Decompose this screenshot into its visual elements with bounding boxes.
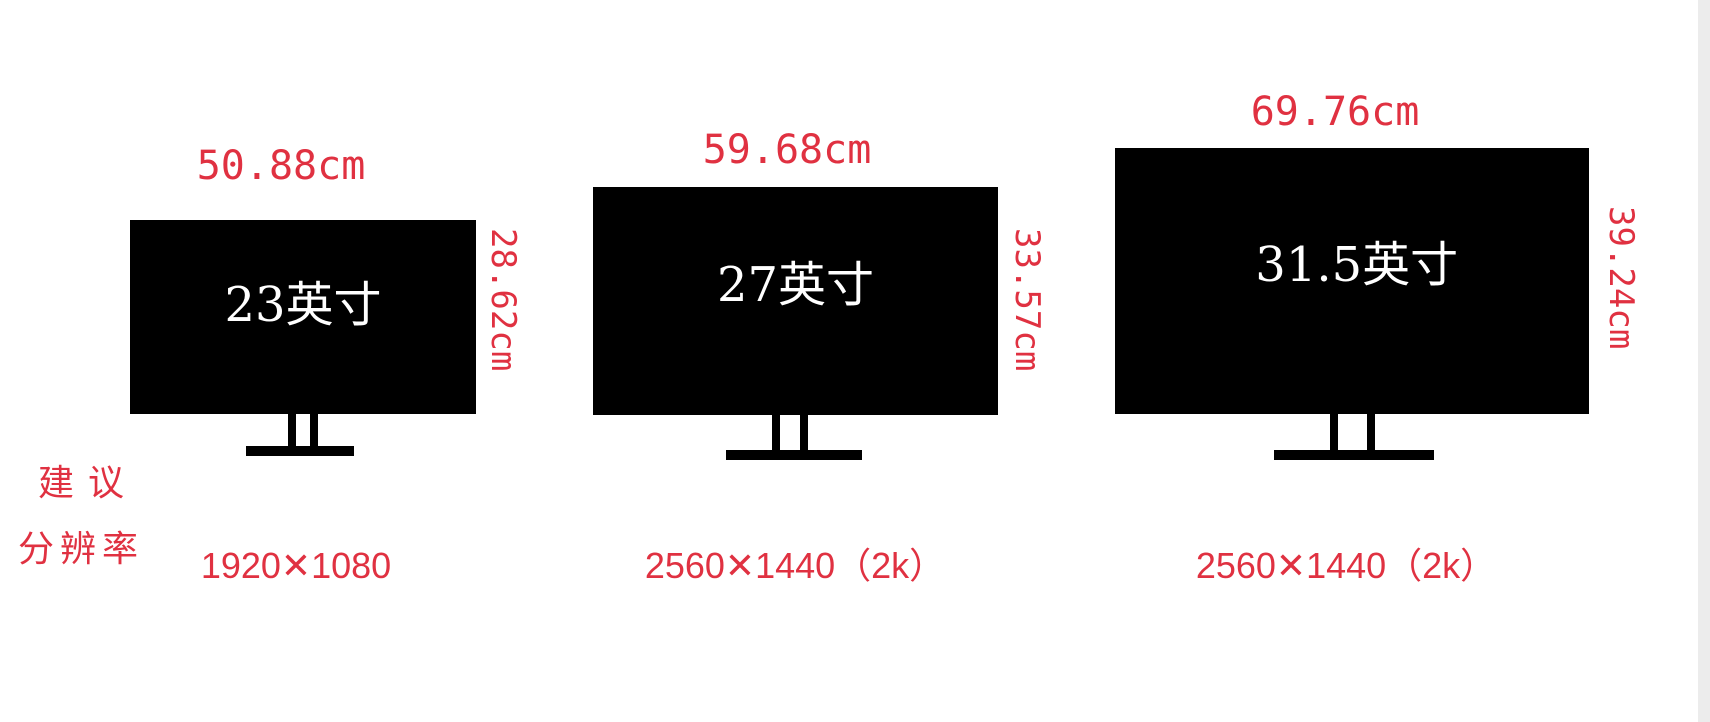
monitor-stand-base (726, 450, 862, 460)
monitor-stand-right-post (1367, 414, 1375, 454)
monitor-stand-right-post (310, 414, 318, 450)
monitor-size-label: 27英寸 (716, 257, 875, 314)
monitor-stand-left-post (288, 414, 296, 450)
monitor-screen: 23英寸 (130, 220, 476, 414)
suggest-label: 建议 (38, 463, 139, 504)
monitor-stand-left-post (1330, 414, 1338, 454)
height-dimension-label: 39.24cm (1601, 206, 1641, 350)
width-dimension-label: 59.68cm (702, 127, 872, 173)
width-dimension-label: 50.88cm (196, 143, 366, 189)
resolution-label: 2560✕1440（2k） (1195, 545, 1497, 586)
monitor-stand-left-post (772, 415, 780, 451)
height-dimension-label: 33.57cm (1007, 228, 1047, 372)
monitor-size-label: 31.5英寸 (1255, 237, 1459, 294)
resolution-label: 2560✕1440（2k） (644, 545, 946, 586)
monitor-size-label: 23英寸 (224, 277, 382, 334)
right-edge-strip (1698, 0, 1710, 722)
monitor-screen: 27英寸 (593, 187, 998, 415)
monitor-screen: 31.5英寸 (1115, 148, 1589, 414)
monitor-stand-right-post (800, 415, 808, 451)
resolution-word-label: 分辨率 (18, 529, 145, 570)
resolution-label: 1920✕1080 (200, 545, 392, 586)
height-dimension-label: 28.62cm (483, 228, 523, 372)
monitor-stand-base (1274, 450, 1434, 460)
monitor-stand-base (246, 446, 354, 456)
width-dimension-label: 69.76cm (1250, 89, 1420, 135)
